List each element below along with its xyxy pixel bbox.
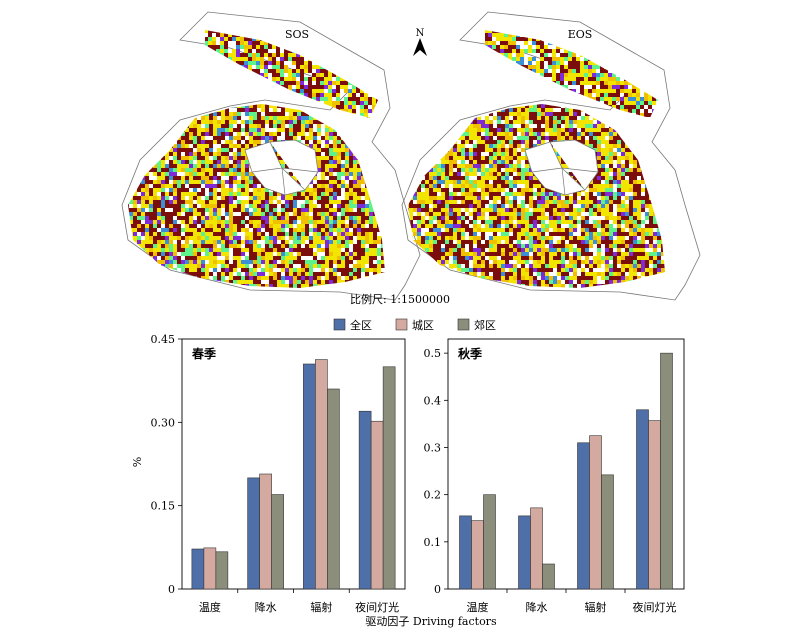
sos-map: SOS: [121, 11, 421, 301]
x-tick-label: 温度: [199, 600, 221, 614]
legend-swatch-suburban: [457, 318, 470, 331]
north-label: N: [416, 28, 425, 39]
y-tick-label: 0.2: [424, 489, 442, 502]
legend-label-all: 全区: [350, 318, 372, 332]
eos-mainland-pixels: [408, 104, 665, 288]
bar-郊区-温度: [483, 494, 496, 590]
bar-郊区-降水: [271, 494, 284, 590]
x-tick-label: 夜间灯光: [633, 600, 677, 614]
sos-mainland-pixels: [128, 104, 385, 288]
north-arrow-icon: [413, 38, 427, 56]
bar-郊区-辐射: [601, 474, 614, 590]
bar-郊区-夜间灯光: [660, 352, 673, 590]
legend-label-suburban: 郊区: [474, 319, 496, 332]
sos-label: SOS: [285, 28, 309, 41]
bar-全区-辐射: [303, 363, 316, 590]
x-tick-label: 降水: [255, 600, 277, 614]
y-tick-label: 0.1: [424, 536, 442, 549]
bar-全区-夜间灯光: [636, 409, 649, 590]
x-tick-label: 温度: [467, 600, 489, 614]
y-tick-label: 0: [434, 583, 441, 596]
bar-全区-降水: [247, 477, 260, 590]
autumn-chart: 0 0.1 0.2 0.3 0.4 0.5 温度 降水 辐射 夜间灯光 秋季: [424, 338, 685, 614]
y-tick-label: 0.30: [151, 416, 176, 429]
bar-全区-温度: [459, 515, 472, 590]
y-tick-label: 0.3: [424, 441, 442, 454]
bar-郊区-降水: [542, 563, 555, 590]
legend-swatch-all: [333, 318, 346, 331]
bar-全区-夜间灯光: [358, 410, 372, 590]
eos-urban-districts: [524, 139, 599, 196]
bar-城区-夜间灯光: [648, 420, 661, 590]
bar-郊区-温度: [215, 551, 229, 590]
eos-map-outline: [401, 11, 701, 301]
bar-全区-温度: [191, 548, 205, 590]
bar-全区-降水: [518, 515, 531, 590]
x-axis-label: 驱动因子 Driving factors: [365, 615, 497, 628]
panel-label: 春季: [191, 346, 217, 361]
sos-map-outline: [121, 11, 421, 301]
y-tick-label: 0: [168, 583, 175, 596]
bar-城区-温度: [203, 547, 217, 590]
x-tick-label: 夜间灯光: [355, 600, 399, 614]
bar-城区-夜间灯光: [370, 420, 384, 590]
x-tick-label: 辐射: [585, 600, 607, 614]
bar-城区-辐射: [589, 435, 602, 590]
bar-城区-温度: [471, 520, 484, 590]
bar-郊区-夜间灯光: [382, 366, 396, 590]
legend-label-urban: 城区: [412, 319, 434, 332]
north-arrow: N: [413, 28, 427, 56]
y-tick-label: 0.5: [424, 347, 442, 360]
legend-swatch-urban: [395, 318, 408, 331]
x-tick-label: 辐射: [310, 600, 332, 614]
bar-全区-辐射: [577, 442, 590, 590]
sos-urban-districts: [244, 139, 319, 196]
eos-label: EOS: [568, 28, 593, 41]
y-axis-label: %: [131, 457, 144, 467]
eos-map: EOS: [401, 11, 701, 301]
bar-城区-降水: [259, 473, 272, 590]
bar-郊区-辐射: [327, 388, 340, 590]
y-tick-label: 0.45: [151, 333, 176, 346]
spring-chart: 0 0.15 0.30 0.45 温度 降水 辐射 夜间灯光 春季: [151, 333, 406, 614]
panel-label: 秋季: [458, 346, 483, 361]
map-scale: 比例尺: 1:1500000: [350, 292, 450, 306]
x-tick-label: 降水: [526, 600, 548, 614]
y-tick-label: 0.4: [424, 394, 442, 407]
bar-城区-辐射: [315, 359, 328, 590]
bar-城区-降水: [530, 507, 543, 590]
y-tick-label: 0.15: [151, 500, 176, 513]
legend: 全区 城区 郊区: [333, 318, 496, 332]
